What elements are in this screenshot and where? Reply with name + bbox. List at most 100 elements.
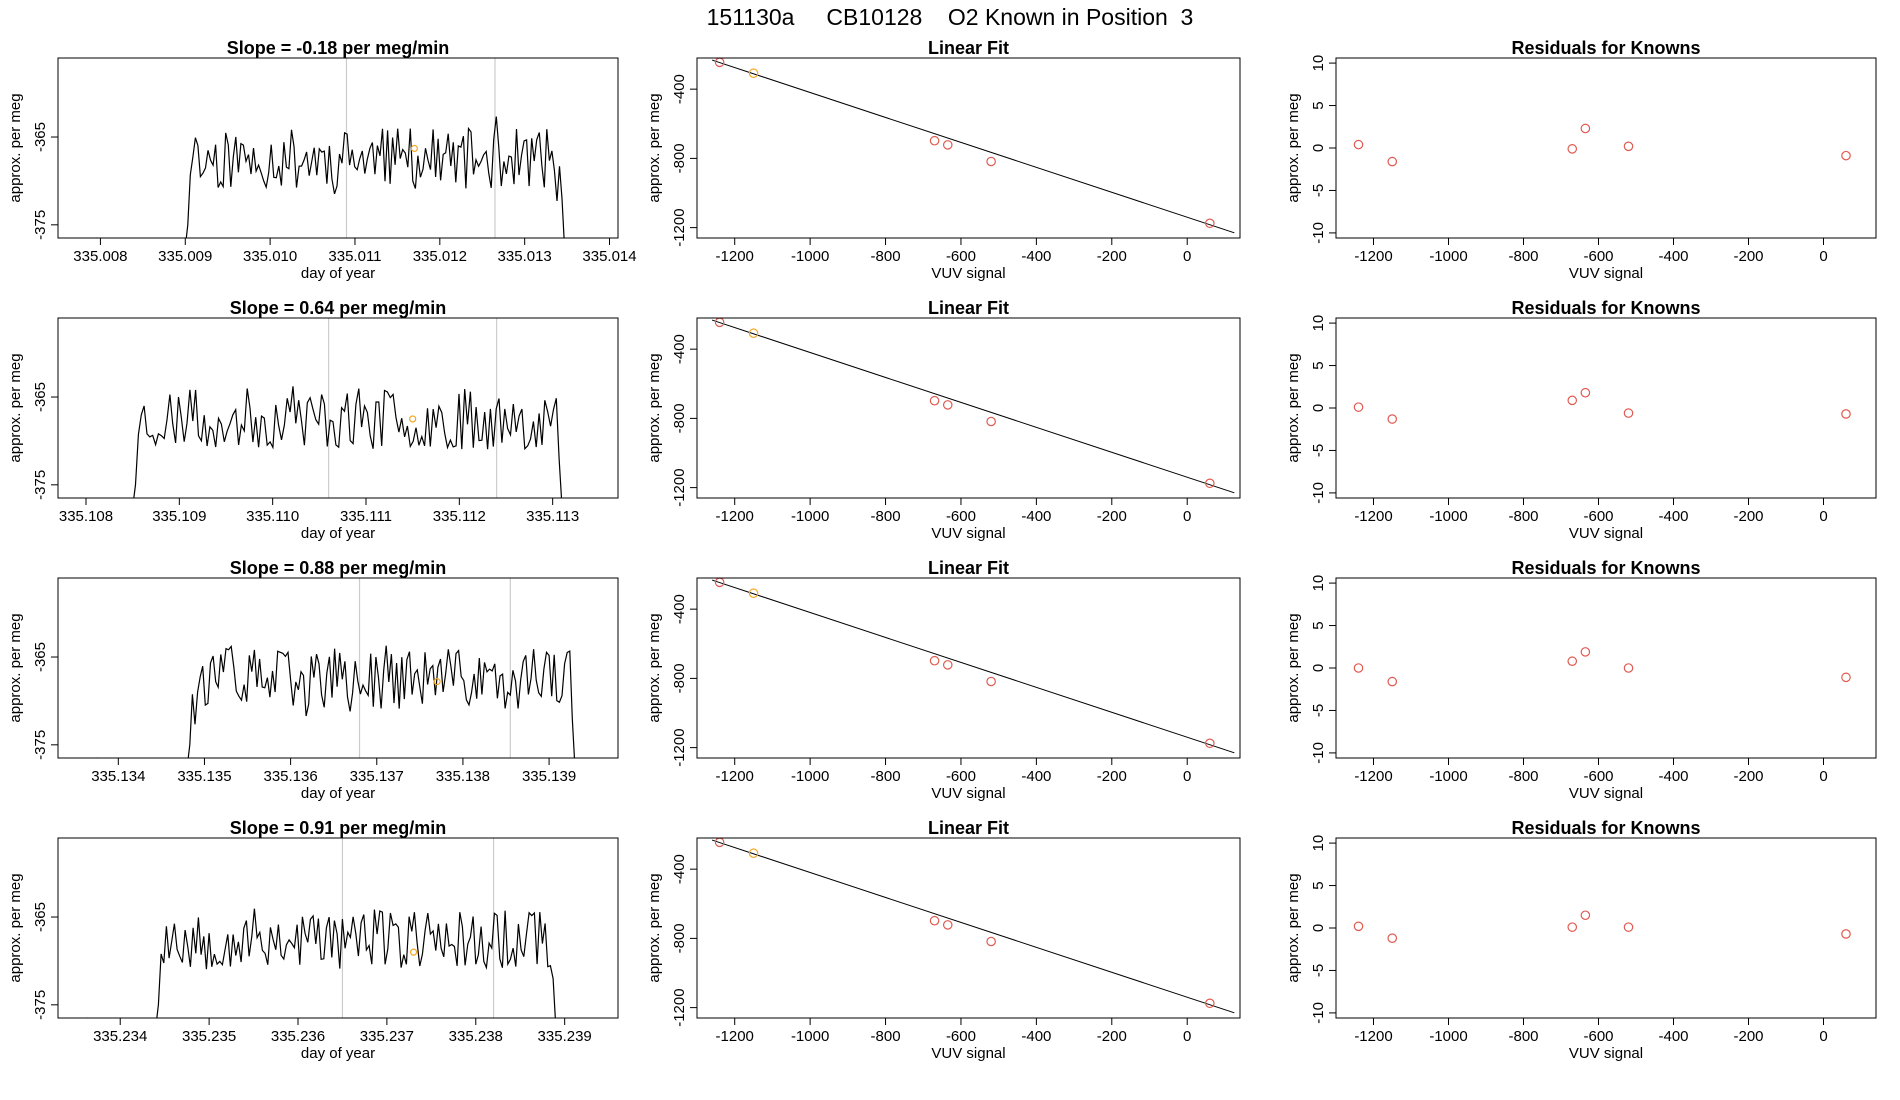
x-tick-label: -1200 xyxy=(716,1028,754,1045)
x-tick-label: -1200 xyxy=(1354,248,1392,265)
x-tick-label: -600 xyxy=(1583,508,1613,525)
data-point xyxy=(986,936,996,947)
data-point xyxy=(986,676,996,687)
x-tick-label: 335.113 xyxy=(526,508,579,525)
data-point xyxy=(748,68,759,79)
y-tick-label: 10 xyxy=(1310,575,1327,592)
chart-r2-time: Slope = 0.64 per meg/min 335.108 335.109 33… xyxy=(7,298,619,542)
x-tick-label: -200 xyxy=(1733,508,1763,525)
x-tick-label: 335.109 xyxy=(152,508,206,525)
chart-r4-resid: Residuals for Knowns-1200 -1000 -800 -600 -4… xyxy=(1285,818,1877,1062)
y-tick-label: -1200 xyxy=(671,468,688,506)
y-tick-label: -365 xyxy=(32,122,49,152)
time-series-line xyxy=(80,386,563,498)
chart-title: Linear Fit xyxy=(928,558,1009,578)
x-tick-label: 0 xyxy=(1819,1028,1827,1045)
x-axis-label: VUV signal xyxy=(1569,785,1643,802)
y-tick-label: -10 xyxy=(1310,222,1327,244)
page-title: 151130a CB10128 O2 Known in Position 3 xyxy=(706,4,1194,30)
data-point xyxy=(1205,218,1215,229)
x-axis-label: VUV signal xyxy=(1569,1045,1643,1062)
data-point xyxy=(929,395,940,406)
y-axis-label: approx. per meg xyxy=(646,873,663,982)
y-tick-label: -1200 xyxy=(671,728,688,766)
x-tick-label: 335.110 xyxy=(246,508,299,525)
y-tick-label: -5 xyxy=(1310,704,1327,717)
mean-marker xyxy=(409,415,417,423)
chart-title: Linear Fit xyxy=(928,298,1009,318)
y-tick-label: -10 xyxy=(1310,742,1327,764)
x-tick-label: -400 xyxy=(1658,768,1688,785)
x-tick-label: -1200 xyxy=(716,248,754,265)
plot-frame xyxy=(57,57,619,239)
x-tick-label: -400 xyxy=(1021,1028,1051,1045)
plot-frame xyxy=(57,577,619,759)
x-tick-label: 335.108 xyxy=(59,508,113,525)
x-tick-label: -1000 xyxy=(791,1028,829,1045)
x-tick-label: -1000 xyxy=(1429,768,1467,785)
chart-title: Linear Fit xyxy=(928,818,1009,838)
x-tick-label: 0 xyxy=(1819,768,1827,785)
data-point xyxy=(986,416,996,427)
x-tick-label: -200 xyxy=(1097,768,1127,785)
y-axis-label: approx. per meg xyxy=(7,613,24,722)
x-tick-label: 335.239 xyxy=(538,1028,592,1045)
mean-marker xyxy=(410,144,418,153)
x-tick-label: -1200 xyxy=(716,768,754,785)
y-tick-label: -365 xyxy=(32,642,49,672)
data-point xyxy=(1567,656,1578,667)
plot-frame xyxy=(1335,837,1877,1019)
data-point xyxy=(1580,910,1591,921)
plot-frame xyxy=(1335,57,1877,239)
fit-line xyxy=(711,319,1235,494)
x-tick-label: -200 xyxy=(1097,248,1127,265)
y-tick-label: -375 xyxy=(32,730,49,760)
y-tick-label: -400 xyxy=(671,854,688,884)
x-tick-label: 0 xyxy=(1819,508,1827,525)
plot-frame xyxy=(1335,577,1877,759)
y-tick-label: -400 xyxy=(671,594,688,624)
x-tick-label: -600 xyxy=(946,768,976,785)
y-tick-label: -5 xyxy=(1310,444,1327,457)
y-tick-label: -400 xyxy=(671,74,688,104)
x-tick-label: 335.011 xyxy=(328,248,381,265)
x-tick-label: 335.010 xyxy=(243,248,297,265)
chart-title: Residuals for Knowns xyxy=(1511,558,1700,578)
x-tick-label: -400 xyxy=(1021,768,1051,785)
plot-frame xyxy=(696,577,1241,759)
x-tick-label: -1000 xyxy=(791,508,829,525)
x-tick-label: 335.137 xyxy=(350,768,404,785)
y-tick-label: -800 xyxy=(671,403,688,433)
x-tick-label: -1200 xyxy=(716,508,754,525)
x-axis-label: VUV signal xyxy=(931,525,1005,542)
y-tick-label: 0 xyxy=(1310,664,1327,672)
x-tick-label: -800 xyxy=(871,248,901,265)
x-axis-label: VUV signal xyxy=(931,785,1005,802)
data-point xyxy=(942,920,953,930)
x-tick-label: -400 xyxy=(1658,508,1688,525)
x-tick-label: 335.013 xyxy=(498,248,552,265)
x-tick-label: -1000 xyxy=(791,248,829,265)
plot-frame xyxy=(57,837,619,1019)
data-point xyxy=(1387,933,1398,943)
x-tick-label: 0 xyxy=(1183,248,1191,265)
x-tick-label: -800 xyxy=(1508,1028,1538,1045)
mean-marker xyxy=(409,948,418,956)
data-point xyxy=(942,660,953,670)
chart-title: Slope = -0.18 per meg/min xyxy=(227,38,450,58)
x-tick-label: 335.014 xyxy=(582,248,636,265)
chart-title: Slope = 0.64 per meg/min xyxy=(230,298,447,318)
x-axis-label: VUV signal xyxy=(1569,525,1643,542)
y-tick-label: -1200 xyxy=(671,988,688,1026)
x-tick-label: 335.112 xyxy=(433,508,486,525)
data-point xyxy=(986,156,996,167)
data-point xyxy=(1580,387,1591,398)
y-axis-label: approx. per meg xyxy=(7,353,24,462)
y-tick-label: -400 xyxy=(671,334,688,364)
y-axis-label: approx. per meg xyxy=(646,613,663,722)
plot-frame xyxy=(1335,317,1877,499)
data-point xyxy=(1841,929,1851,939)
x-tick-label: -1000 xyxy=(1429,248,1467,265)
y-tick-label: -800 xyxy=(671,923,688,953)
